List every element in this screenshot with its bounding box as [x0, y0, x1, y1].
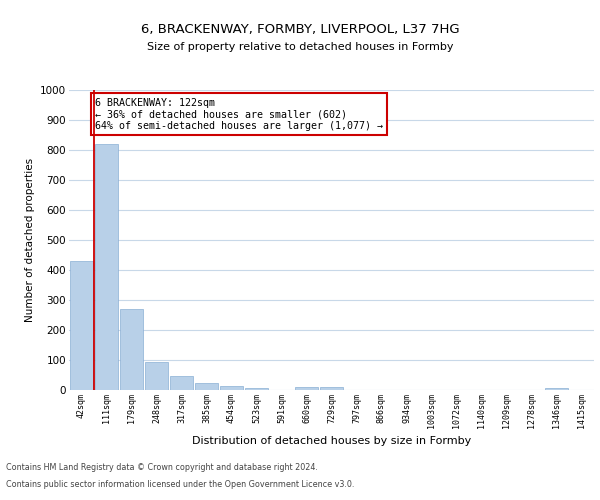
Bar: [145, 362, 168, 390]
Bar: [295, 387, 318, 390]
Text: Contains public sector information licensed under the Open Government Licence v3: Contains public sector information licen…: [6, 480, 355, 489]
Bar: [245, 388, 268, 390]
Bar: [170, 376, 193, 390]
Bar: [95, 144, 118, 390]
Bar: [70, 261, 93, 390]
Bar: [120, 309, 143, 390]
Text: Contains HM Land Registry data © Crown copyright and database right 2024.: Contains HM Land Registry data © Crown c…: [6, 462, 318, 471]
Bar: [320, 387, 343, 390]
Y-axis label: Number of detached properties: Number of detached properties: [25, 158, 35, 322]
Bar: [195, 384, 218, 390]
Text: 6 BRACKENWAY: 122sqm
← 36% of detached houses are smaller (602)
64% of semi-deta: 6 BRACKENWAY: 122sqm ← 36% of detached h…: [95, 98, 383, 130]
Bar: [545, 388, 568, 390]
X-axis label: Distribution of detached houses by size in Formby: Distribution of detached houses by size …: [192, 436, 471, 446]
Bar: [220, 386, 243, 390]
Text: 6, BRACKENWAY, FORMBY, LIVERPOOL, L37 7HG: 6, BRACKENWAY, FORMBY, LIVERPOOL, L37 7H…: [140, 22, 460, 36]
Text: Size of property relative to detached houses in Formby: Size of property relative to detached ho…: [147, 42, 453, 52]
